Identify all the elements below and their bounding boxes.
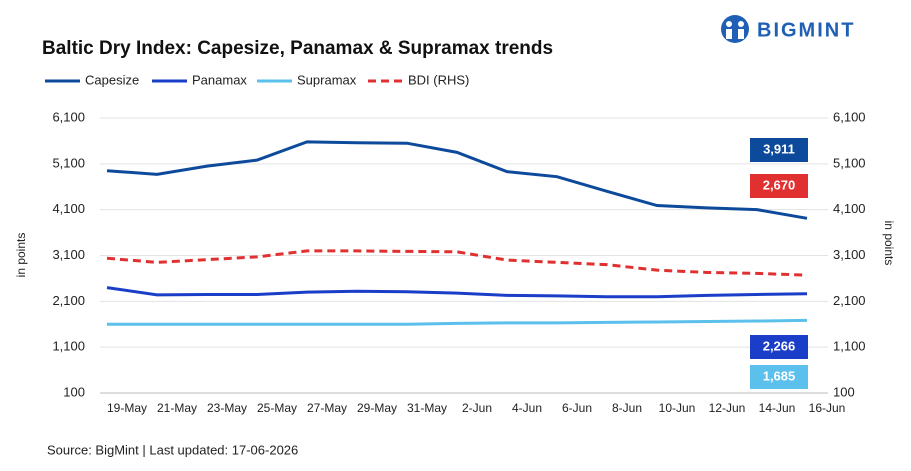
y-tick-label: 2,100 bbox=[52, 293, 85, 308]
logo-icon bbox=[721, 15, 749, 43]
series-line bbox=[106, 140, 808, 220]
x-tick-label: 10-Jun bbox=[659, 401, 696, 415]
value-label: 2,670 bbox=[763, 177, 796, 192]
x-tick-label: 14-Jun bbox=[759, 401, 796, 415]
x-tick-label: 23-May bbox=[207, 401, 247, 415]
x-tick-label: 12-Jun bbox=[709, 401, 746, 415]
y2-tick-label: 5,100 bbox=[833, 155, 866, 170]
series-line bbox=[106, 286, 808, 299]
y-tick-label: 4,100 bbox=[52, 201, 85, 216]
x-tick-label: 31-May bbox=[407, 401, 447, 415]
chart-title: Baltic Dry Index: Capesize, Panamax & Su… bbox=[42, 38, 553, 59]
source-note: Source: BigMint | Last updated: 17-06-20… bbox=[47, 442, 298, 457]
value-label-box bbox=[750, 138, 808, 162]
y2-tick-label: 2,100 bbox=[833, 293, 866, 308]
x-tick-label: 6-Jun bbox=[562, 401, 592, 415]
value-label: 3,911 bbox=[763, 141, 795, 156]
y-tick-label: 3,100 bbox=[52, 247, 85, 262]
x-tick-label: 4-Jun bbox=[512, 401, 542, 415]
value-label: 1,685 bbox=[763, 368, 796, 383]
legend-label: Panamax bbox=[192, 72, 247, 87]
series-line bbox=[106, 249, 808, 277]
legend-label: Capesize bbox=[85, 72, 139, 87]
y2-tick-label: 6,100 bbox=[833, 109, 866, 124]
value-label-box bbox=[750, 335, 808, 359]
y2-tick-label: 100 bbox=[833, 384, 855, 399]
value-label: 2,266 bbox=[763, 338, 796, 353]
y-tick-label: 5,100 bbox=[52, 155, 85, 170]
x-tick-label: 16-Jun bbox=[809, 401, 846, 415]
y-tick-label: 6,100 bbox=[52, 109, 85, 124]
x-tick-label: 29-May bbox=[357, 401, 397, 415]
x-tick-label: 8-Jun bbox=[612, 401, 642, 415]
x-tick-label: 21-May bbox=[157, 401, 197, 415]
logo-text: BIGMINT bbox=[757, 19, 855, 41]
y2-axis-title: in points bbox=[882, 221, 896, 266]
value-label-box bbox=[750, 365, 808, 389]
x-tick-label: 2-Jun bbox=[462, 401, 492, 415]
x-tick-label: 25-May bbox=[257, 401, 297, 415]
legend-label: Supramax bbox=[297, 72, 357, 87]
y-tick-label: 100 bbox=[63, 384, 85, 399]
y-axis-title: in points bbox=[14, 233, 28, 278]
series-line bbox=[107, 318, 808, 326]
y2-tick-label: 4,100 bbox=[833, 201, 866, 216]
y2-tick-label: 1,100 bbox=[833, 339, 866, 354]
x-tick-label: 19-May bbox=[107, 401, 147, 415]
y2-tick-label: 3,100 bbox=[833, 247, 866, 262]
x-tick-label: 27-May bbox=[307, 401, 347, 415]
legend-label: BDI (RHS) bbox=[408, 72, 469, 87]
value-label-box bbox=[750, 174, 808, 198]
y-tick-label: 1,100 bbox=[52, 339, 85, 354]
